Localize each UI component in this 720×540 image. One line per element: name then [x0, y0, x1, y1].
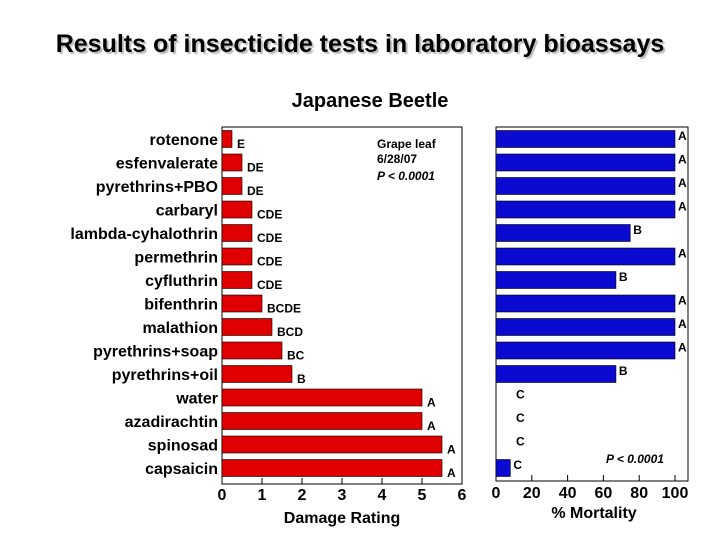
- damage-bar: [221, 200, 253, 219]
- mortality-letter-label: A: [678, 294, 687, 308]
- mortality-bar: [495, 130, 676, 148]
- mortality-x-tick-label: 40: [559, 485, 577, 502]
- damage-bar: [221, 412, 423, 430]
- damage-bar: [221, 435, 443, 454]
- damage-letter-label: BCDE: [267, 302, 301, 316]
- damage-bar: [221, 271, 253, 289]
- damage-bar: [221, 153, 243, 172]
- damage-letter-label: B: [297, 372, 306, 386]
- mortality-letter-label: B: [619, 364, 628, 378]
- damage-x-tick-label: 0: [218, 487, 227, 504]
- mortality-bar: [495, 153, 676, 172]
- mortality-letter-label: A: [678, 129, 687, 143]
- damage-letter-label: DE: [247, 161, 264, 175]
- damage-bar: [221, 341, 283, 360]
- mortality-letter-label: A: [678, 247, 687, 261]
- damage-x-tick-label: 4: [378, 487, 387, 504]
- damage-bar: [221, 177, 243, 195]
- category-label: azadirachtin: [125, 414, 218, 431]
- damage-x-axis-label: Damage Rating: [284, 510, 400, 527]
- category-label: bifenthrin: [144, 297, 218, 314]
- damage-bar: [221, 224, 253, 242]
- mortality-letter-label: C: [516, 435, 525, 449]
- category-label: cyfluthrin: [145, 273, 218, 290]
- category-label: carbaryl: [156, 203, 218, 220]
- damage-letter-label: CDE: [257, 231, 282, 245]
- damage-x-tick-label: 2: [298, 487, 307, 504]
- mortality-letter-label: A: [678, 200, 687, 214]
- damage-bar: [221, 130, 233, 148]
- damage-bar: [221, 365, 293, 383]
- mortality-letter-label: C: [513, 458, 522, 472]
- damage-x-tick-label: 1: [258, 487, 267, 504]
- mortality-bar: [495, 459, 511, 477]
- mortality-x-tick-label: 80: [630, 485, 648, 502]
- damage-letter-label: CDE: [257, 208, 282, 222]
- slide-title: Results of insecticide tests in laborato…: [55, 30, 665, 58]
- annotation-crop: Grape leaf: [377, 137, 437, 151]
- mortality-letter-label: B: [619, 270, 628, 284]
- damage-letter-label: A: [447, 466, 456, 480]
- damage-letter-label: BCD: [277, 325, 303, 339]
- annotation-date: 6/28/07: [377, 152, 417, 166]
- mortality-letter-label: A: [678, 176, 687, 190]
- category-label: spinosad: [148, 438, 218, 455]
- mortality-x-tick-label: 20: [523, 485, 541, 502]
- damage-letter-label: DE: [247, 184, 264, 198]
- mortality-p-value: P < 0.0001: [606, 452, 664, 466]
- category-label: pyrethrins+oil: [112, 367, 218, 384]
- mortality-letter-label: A: [678, 317, 687, 331]
- mortality-bar: [495, 341, 676, 360]
- mortality-x-tick-label: 60: [595, 485, 613, 502]
- category-label: lambda-cyhalothrin: [70, 226, 218, 243]
- mortality-x-axis-label: % Mortality: [551, 505, 636, 522]
- mortality-bar: [495, 294, 676, 313]
- mortality-x-tick-label: 100: [662, 485, 689, 502]
- damage-bar: [221, 459, 443, 477]
- mortality-letter-label: A: [678, 341, 687, 355]
- damage-letter-label: A: [427, 396, 436, 410]
- damage-letter-label: BC: [287, 349, 305, 363]
- annotation-p-value: P < 0.0001: [377, 169, 435, 183]
- damage-bar: [221, 247, 253, 266]
- damage-bar: [221, 294, 263, 313]
- category-label: pyrethrins+PBO: [96, 179, 218, 196]
- damage-x-tick-label: 6: [458, 487, 467, 504]
- damage-letter-label: A: [447, 443, 456, 457]
- category-label: capsaicin: [145, 461, 218, 478]
- category-label: permethrin: [134, 250, 218, 267]
- damage-x-tick-label: 5: [418, 487, 427, 504]
- mortality-bar: [495, 177, 676, 195]
- mortality-x-tick-label: 0: [492, 485, 501, 502]
- mortality-letter-label: C: [516, 411, 525, 425]
- damage-bar: [221, 318, 273, 336]
- damage-letter-label: A: [427, 419, 436, 433]
- category-label: malathion: [142, 320, 218, 337]
- mortality-bar: [495, 247, 676, 266]
- category-label: esfenvalerate: [116, 156, 218, 173]
- category-label: water: [175, 391, 218, 408]
- damage-x-tick-label: 3: [338, 487, 347, 504]
- damage-bar: [221, 388, 423, 407]
- mortality-bar: [495, 200, 676, 219]
- category-label: pyrethrins+soap: [93, 344, 218, 361]
- damage-letter-label: CDE: [257, 278, 282, 292]
- mortality-letter-label: B: [633, 223, 642, 237]
- damage-letter-label: CDE: [257, 255, 282, 269]
- mortality-bar: [495, 365, 617, 383]
- damage-letter-label: E: [237, 137, 245, 151]
- mortality-bar: [495, 318, 676, 336]
- category-label: rotenone: [150, 132, 219, 149]
- mortality-bar: [495, 224, 631, 242]
- chart-title: Japanese Beetle: [291, 90, 449, 112]
- mortality-letter-label: C: [516, 388, 525, 402]
- mortality-letter-label: A: [678, 153, 687, 167]
- mortality-bar: [495, 271, 617, 289]
